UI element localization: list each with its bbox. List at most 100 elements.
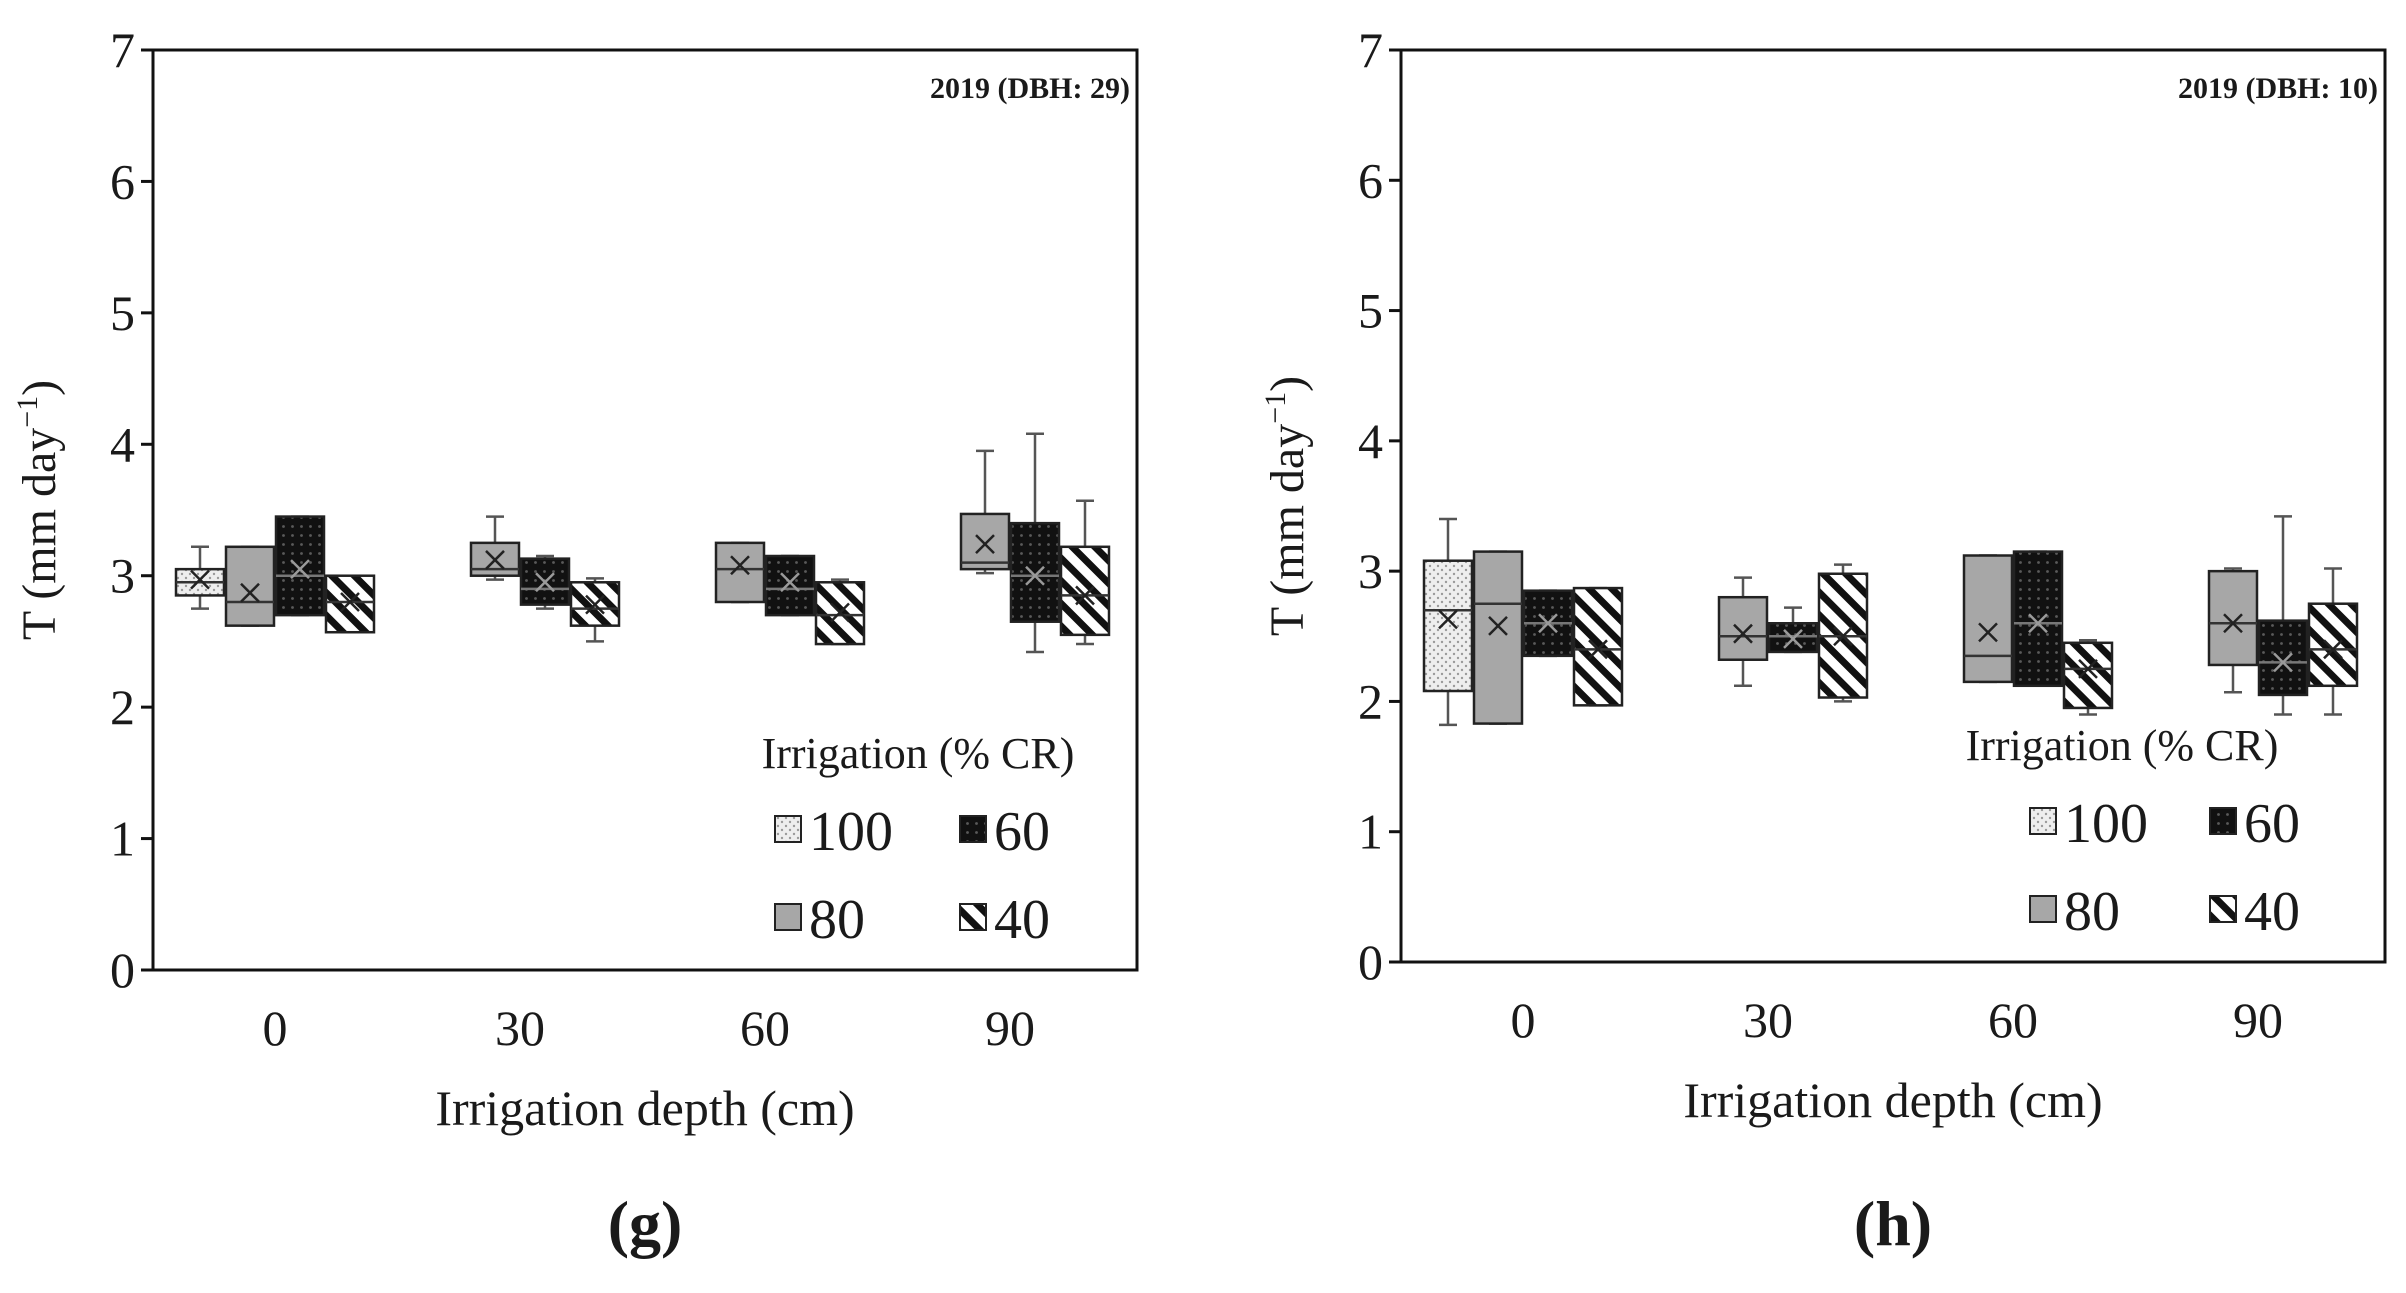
legend-swatch-60	[959, 815, 987, 843]
y-tick-label: 0	[1358, 934, 1383, 990]
box-40	[2062, 641, 2114, 710]
legend-swatch-60	[2209, 807, 2237, 835]
y-tick-label: 7	[1358, 22, 1383, 78]
mean-marker	[2223, 613, 2243, 634]
legend-swatch-80	[2029, 895, 2057, 923]
plot-frame	[151, 48, 1139, 972]
x-axis-title: Irrigation depth (cm)	[1683, 1072, 2102, 1128]
y-axis-title: T (mm day−1)	[11, 380, 66, 640]
legend-label-60: 60	[994, 801, 1050, 863]
x-tick-label: 90	[985, 1000, 1035, 1056]
y-axis-title-close: )	[13, 380, 66, 396]
legend-swatch-40	[2209, 895, 2237, 923]
legend: Irrigation (% CR) 100 60 80 40	[1966, 721, 2300, 943]
y-axis-title: T (mm day−1)	[1259, 376, 1314, 636]
year-annotation: 2019 (DBH: 29)	[930, 72, 1130, 105]
legend: Irrigation (% CR) 100 60 80 40	[762, 729, 1075, 951]
box-100	[1422, 559, 1474, 693]
x-tick-label: 90	[2233, 992, 2283, 1048]
mean-marker	[2273, 652, 2293, 673]
y-tick-label: 6	[110, 153, 135, 209]
y-axis-title-close: )	[1261, 376, 1314, 392]
box-80	[959, 512, 1011, 571]
box-80	[1962, 554, 2014, 684]
y-tick-label: 2	[110, 679, 135, 735]
mean-marker	[1783, 629, 1803, 649]
box-40	[1059, 545, 1111, 637]
mean-marker	[1978, 622, 1998, 643]
mean-marker	[535, 572, 555, 593]
mean-marker	[1538, 613, 1558, 634]
legend-label-100: 100	[2064, 793, 2148, 855]
box-80	[1717, 595, 1769, 661]
y-tick-label: 4	[110, 416, 135, 472]
mean-marker	[780, 572, 800, 593]
mean-marker	[485, 550, 505, 570]
y-tick-label: 3	[110, 548, 135, 604]
mean-marker	[1438, 609, 1458, 630]
mean-marker	[2028, 613, 2048, 634]
legend-swatch-40	[959, 903, 987, 931]
legend-title: Irrigation (% CR)	[1966, 721, 2279, 770]
legend-swatch-100	[774, 815, 802, 843]
legend-swatch-80	[774, 903, 802, 931]
box-80	[1472, 550, 1524, 725]
y-tick-label: 7	[110, 22, 135, 78]
mean-marker	[975, 534, 995, 555]
box-60	[2257, 619, 2309, 697]
plot-frame	[1399, 48, 2387, 964]
mean-marker	[2078, 658, 2098, 679]
mean-marker	[1488, 615, 1508, 636]
legend-label-40: 40	[994, 889, 1050, 951]
box-60	[1009, 521, 1061, 623]
legend-label-80: 80	[809, 889, 865, 951]
legend-label-80: 80	[2064, 881, 2120, 943]
legend-label-100: 100	[809, 801, 893, 863]
panel-label: (h)	[1854, 1188, 1932, 1259]
x-tick-label: 30	[495, 1000, 545, 1056]
y-tick-label: 6	[1358, 152, 1383, 208]
legend-label-60: 60	[2244, 793, 2300, 855]
mean-marker	[585, 594, 605, 615]
y-tick-label: 1	[110, 811, 135, 867]
mean-marker	[2323, 639, 2343, 660]
x-tick-label: 60	[1988, 992, 2038, 1048]
box-40	[1572, 586, 1624, 707]
legend-label-40: 40	[2244, 881, 2300, 943]
mean-marker	[730, 555, 750, 576]
x-tick-label: 0	[1511, 992, 1536, 1048]
panel-g: 0 1 2 3 4 5 6 7 T (mm day−1) 0 30 60 90 Irrigation de…	[11, 22, 1139, 1259]
panel-label: (g)	[608, 1188, 683, 1259]
legend-swatch-100	[2029, 807, 2057, 835]
box-40	[324, 574, 376, 634]
y-tick-label: 2	[1358, 673, 1383, 729]
mean-marker	[240, 582, 260, 603]
mean-marker	[1833, 626, 1853, 647]
box-80	[224, 545, 276, 627]
box-60	[274, 515, 326, 617]
year-annotation: 2019 (DBH: 10)	[2178, 72, 2378, 105]
mean-marker	[1075, 585, 1095, 606]
x-tick-label: 60	[740, 1000, 790, 1056]
mean-marker	[1025, 565, 1045, 586]
box-40	[2307, 602, 2359, 688]
mean-marker	[1733, 623, 1753, 644]
y-axis-title-text: T (mm day	[1261, 424, 1314, 636]
panel-h: 0 1 2 3 4 5 6 7 T (mm day−1) 0 30 60 90 Irrigation de…	[1259, 22, 2387, 1259]
mean-marker	[830, 602, 850, 623]
x-tick-label: 30	[1743, 992, 1793, 1048]
box-60	[764, 554, 816, 617]
y-tick-label: 5	[110, 285, 135, 341]
x-tick-label: 0	[263, 1000, 288, 1056]
y-axis-title-text: T (mm day	[13, 428, 66, 640]
y-tick-label: 5	[1358, 283, 1383, 339]
mean-marker	[290, 559, 310, 580]
y-tick-label: 1	[1358, 804, 1383, 860]
y-tick-label: 4	[1358, 413, 1383, 469]
y-tick-label: 3	[1358, 543, 1383, 599]
mean-marker	[1588, 639, 1608, 660]
box-60	[2012, 550, 2064, 688]
mean-marker	[190, 569, 210, 590]
x-axis-title: Irrigation depth (cm)	[435, 1080, 854, 1136]
